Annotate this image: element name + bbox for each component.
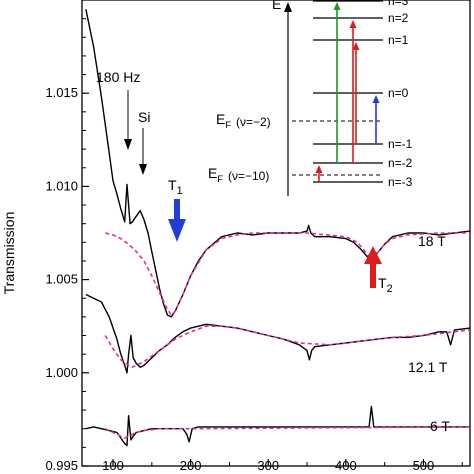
freq-arrow-head: [124, 139, 132, 150]
y-tick-label: 1.000: [45, 365, 78, 380]
t2-arrow-head: [364, 246, 382, 264]
fermi-filling-label: (ν=−2): [236, 115, 271, 129]
x-tick-label: 200: [180, 458, 202, 473]
level-label: n=2: [388, 11, 409, 25]
t2-label: T2: [378, 275, 393, 295]
fermi-label: EF: [208, 165, 223, 184]
field-label-12t: 12.1 T: [408, 359, 448, 375]
x-tick-label: 100: [102, 458, 124, 473]
y-tick-label: 0.995: [45, 458, 78, 473]
x-tick-label: 300: [257, 458, 279, 473]
level-label: n=0: [388, 86, 409, 100]
transition-arrow-head: [372, 95, 380, 103]
series-18-t-fit: [105, 232, 470, 316]
y-tick-label: 1.010: [45, 178, 78, 193]
level-label: n=1: [388, 33, 409, 47]
si-label: Si: [138, 109, 150, 125]
series-6-t: [85, 405, 470, 447]
freq-label: 180 Hz: [96, 69, 140, 85]
field-label-6t: 6 T: [430, 418, 450, 434]
y-tick-label: 1.005: [45, 272, 78, 287]
energy-axis-head: [284, 2, 292, 12]
fermi-label: EF: [216, 111, 231, 130]
x-tick-label: 500: [413, 458, 435, 473]
fermi-filling-label: (ν=−10): [228, 169, 269, 183]
x-tick-label: 400: [335, 458, 357, 473]
transition-arrow-head: [315, 165, 323, 173]
series-6-t-fit: [104, 426, 471, 439]
transition-arrow-head: [349, 20, 357, 28]
t2-arrow-shaft: [370, 262, 376, 288]
series-12-1-t-fit: [104, 325, 471, 369]
y-tick-label: 1.015: [45, 85, 78, 100]
transition-arrow-head: [333, 2, 341, 10]
t1-arrow-shaft: [174, 199, 180, 219]
energy-axis-label: E: [272, 0, 281, 12]
y-axis-label: Transmission: [1, 212, 17, 295]
field-label-18t: 18 T: [418, 233, 446, 249]
level-label: n=-2: [388, 156, 413, 170]
level-label: n=-1: [388, 137, 413, 151]
t1-label: T1: [168, 177, 183, 197]
t1-arrow-head: [168, 219, 186, 242]
level-label: n=3: [388, 0, 409, 8]
transition-arrow-head: [352, 42, 360, 50]
series-layer: [85, 9, 471, 447]
annotations: 180 Hz Si T1 T2 18 T 12.1 T 6 T: [96, 69, 450, 434]
si-arrow-head: [139, 164, 147, 175]
series-18-t: [85, 9, 471, 318]
level-label: n=-3: [388, 175, 413, 189]
